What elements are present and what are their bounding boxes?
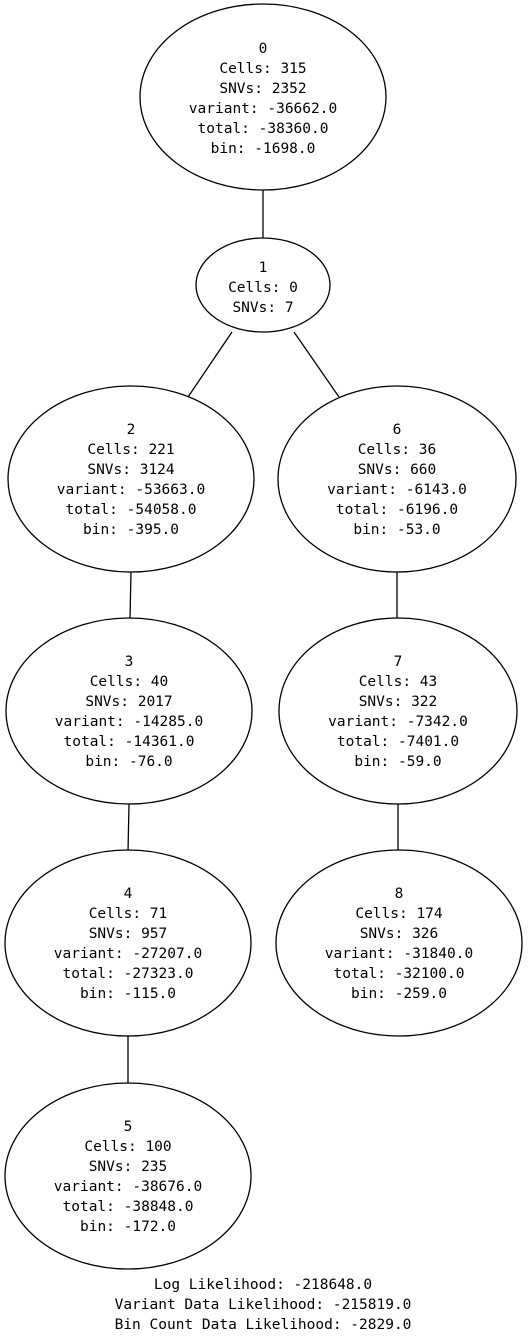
node-id: 0 [259, 41, 268, 57]
tree-node-8: 8 Cells: 174 SNVs: 326 variant: -31840.0… [276, 850, 522, 1036]
node-snvs: SNVs: 2352 [219, 81, 306, 97]
tree-node-4: 4 Cells: 71 SNVs: 957 variant: -27207.0 … [5, 850, 251, 1036]
node-variant: variant: -38676.0 [54, 1179, 202, 1195]
node-bin: bin: -115.0 [80, 986, 176, 1002]
node-snvs: SNVs: 3124 [87, 462, 175, 478]
node-cells: Cells: 71 [89, 906, 168, 922]
bin-count-data-likelihood: Bin Count Data Likelihood: -2829.0 [115, 1317, 412, 1333]
log-likelihood: Log Likelihood: -218648.0 [154, 1277, 372, 1293]
node-bin: bin: -53.0 [353, 522, 440, 538]
node-variant: variant: -53663.0 [57, 482, 205, 498]
node-cells: Cells: 315 [219, 61, 306, 77]
tree-node-6: 6 Cells: 36 SNVs: 660 variant: -6143.0 t… [278, 386, 516, 572]
tree-node-0: 0 Cells: 315 SNVs: 2352 variant: -36662.… [140, 4, 386, 190]
node-id: 8 [395, 886, 404, 902]
node-snvs: SNVs: 235 [89, 1159, 168, 1175]
node-snvs: SNVs: 957 [89, 926, 168, 942]
node-cells: Cells: 40 [90, 674, 169, 690]
node-total: total: -7401.0 [337, 734, 459, 750]
node-ellipse [279, 618, 517, 804]
node-bin: bin: -59.0 [354, 754, 441, 770]
node-cells: Cells: 0 [228, 280, 298, 296]
edge-2-3 [130, 571, 131, 620]
node-id: 7 [394, 654, 403, 670]
node-variant: variant: -14285.0 [55, 714, 203, 730]
node-total: total: -14361.0 [64, 734, 195, 750]
node-id: 2 [127, 422, 136, 438]
edge-1-2 [188, 332, 232, 397]
node-cells: Cells: 100 [84, 1139, 171, 1155]
node-snvs: SNVs: 7 [232, 300, 293, 316]
edge-1-6 [294, 332, 339, 397]
node-ellipse [140, 4, 386, 190]
tree-node-1: 1 Cells: 0 SNVs: 7 [196, 238, 330, 332]
likelihood-summary: Log Likelihood: -218648.0 Variant Data L… [115, 1277, 412, 1333]
edge-3-4 [128, 804, 129, 852]
node-bin: bin: -395.0 [83, 522, 179, 538]
node-cells: Cells: 36 [358, 442, 437, 458]
node-cells: Cells: 221 [87, 442, 174, 458]
node-bin: bin: -172.0 [80, 1219, 176, 1235]
node-total: total: -27323.0 [63, 966, 194, 982]
node-cells: Cells: 43 [359, 674, 438, 690]
node-id: 4 [124, 886, 133, 902]
node-snvs: SNVs: 660 [358, 462, 437, 478]
node-id: 5 [124, 1119, 133, 1135]
node-total: total: -54058.0 [66, 502, 197, 518]
node-id: 6 [393, 422, 402, 438]
node-total: total: -38360.0 [198, 121, 329, 137]
node-variant: variant: -36662.0 [189, 101, 337, 117]
node-ellipse [6, 618, 252, 804]
node-ellipse [278, 386, 516, 572]
node-ellipse [276, 850, 522, 1036]
node-snvs: SNVs: 322 [359, 694, 438, 710]
node-variant: variant: -6143.0 [327, 482, 467, 498]
node-cells: Cells: 174 [355, 906, 443, 922]
node-ellipse [5, 1083, 251, 1269]
node-ellipse [5, 850, 251, 1036]
tree-node-5: 5 Cells: 100 SNVs: 235 variant: -38676.0… [5, 1083, 251, 1269]
variant-data-likelihood: Variant Data Likelihood: -215819.0 [115, 1297, 412, 1313]
node-total: total: -32100.0 [334, 966, 465, 982]
node-bin: bin: -1698.0 [211, 141, 316, 157]
node-variant: variant: -7342.0 [328, 714, 468, 730]
tree-node-2: 2 Cells: 221 SNVs: 3124 variant: -53663.… [8, 386, 254, 572]
node-variant: variant: -31840.0 [325, 946, 473, 962]
node-id: 3 [125, 654, 134, 670]
node-variant: variant: -27207.0 [54, 946, 202, 962]
node-ellipse [8, 386, 254, 572]
node-total: total: -38848.0 [63, 1199, 194, 1215]
tree-node-7: 7 Cells: 43 SNVs: 322 variant: -7342.0 t… [279, 618, 517, 804]
tree-node-3: 3 Cells: 40 SNVs: 2017 variant: -14285.0… [6, 618, 252, 804]
node-snvs: SNVs: 326 [360, 926, 439, 942]
node-total: total: -6196.0 [336, 502, 458, 518]
node-snvs: SNVs: 2017 [85, 694, 172, 710]
node-id: 1 [259, 260, 268, 276]
node-bin: bin: -259.0 [351, 986, 447, 1002]
node-bin: bin: -76.0 [85, 754, 172, 770]
